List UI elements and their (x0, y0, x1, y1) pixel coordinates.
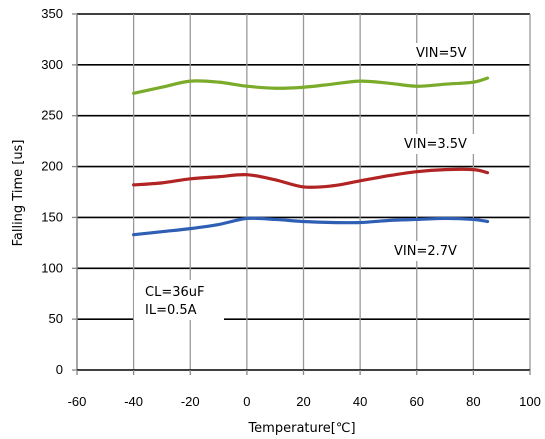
x-tick-label: 100 (519, 394, 541, 409)
y-tick-label: 250 (41, 108, 63, 123)
x-tick-label: -60 (68, 394, 87, 409)
annotation-cl: CL=36uF (145, 285, 204, 300)
x-tick-label: 40 (353, 394, 367, 409)
x-tick-label: -40 (124, 394, 143, 409)
axis-layer (72, 13, 531, 375)
y-tick-label: 0 (56, 362, 63, 377)
label-layer: 0 50 100 150 200 250 300 350 -60 -40 -20 0 20 40 60 80 1… (41, 6, 541, 409)
series-line-3 (132, 216, 490, 237)
y-tick-label: 300 (41, 57, 63, 72)
annotation-box: CL=36uF IL=0.5A (134, 280, 224, 320)
series-label-bg (396, 134, 478, 154)
y-axis-title: Falling Time [us] (11, 140, 26, 247)
series-label-1: VIN=5V (416, 46, 467, 61)
grid-layer (77, 13, 531, 370)
y-tick-label: 100 (41, 260, 63, 275)
series-line-2 (132, 167, 490, 189)
series-label-bg (386, 241, 468, 261)
y-tick-label: 350 (41, 6, 63, 21)
x-tick-label: 0 (243, 394, 250, 409)
series-label-3: VIN=2.7V (394, 244, 457, 259)
x-tick-label: 60 (410, 394, 424, 409)
x-tick-label: 80 (466, 394, 480, 409)
series-layer (132, 76, 490, 237)
series-line-1 (132, 76, 490, 95)
x-axis-title: Temperature[℃] (247, 421, 355, 436)
y-tick-label: 200 (41, 159, 63, 174)
series-label-bg (404, 43, 470, 63)
series-label-2: VIN=3.5V (404, 137, 467, 152)
x-tick-label: -20 (181, 394, 200, 409)
y-tick-label: 50 (49, 311, 63, 326)
y-tick-label: 150 (41, 209, 63, 224)
x-tick-label: 20 (296, 394, 310, 409)
annotation-il: IL=0.5A (145, 303, 197, 318)
